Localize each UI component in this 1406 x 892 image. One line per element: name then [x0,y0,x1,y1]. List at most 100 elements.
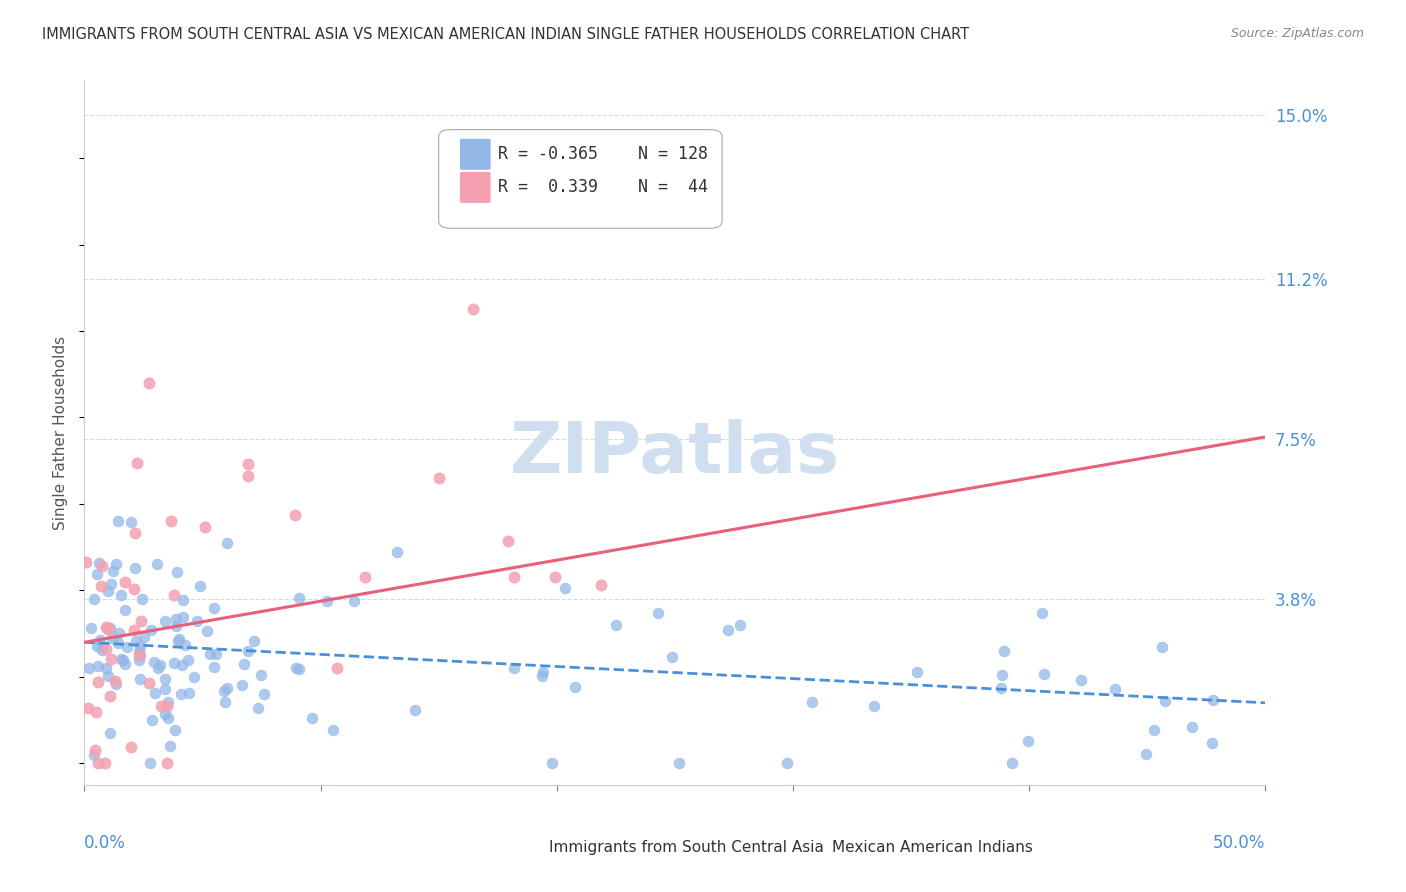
Point [463,302,485,317]
Point [114,603,136,617]
Point [301,711,323,725]
Point [205,647,228,661]
Point [1017,734,1039,748]
Y-axis label: Single Father Households: Single Father Households [53,335,69,530]
Point [183,670,205,684]
Point [134,630,156,644]
Point [122,624,145,638]
Point [153,707,176,722]
Point [156,699,179,714]
Text: Source: ZipAtlas.com: Source: ZipAtlas.com [1230,27,1364,40]
Point [83,748,105,763]
Point [503,570,526,584]
Point [142,656,165,670]
Point [503,661,526,675]
Point [232,657,254,672]
Point [1202,693,1225,707]
Point [253,688,276,702]
Point [138,676,160,690]
Text: IMMIGRANTS FROM SOUTH CENTRAL ASIA VS MEXICAN AMERICAN INDIAN SINGLE FATHER HOUS: IMMIGRANTS FROM SOUTH CENTRAL ASIA VS ME… [42,27,969,42]
Point [288,591,311,606]
Point [1135,747,1157,761]
Point [1143,723,1166,737]
Point [128,639,150,653]
Point [554,581,576,595]
Point [159,739,181,753]
Point [94,661,117,675]
Point [236,644,259,658]
Point [86,675,108,690]
Point [231,678,253,692]
Point [100,631,122,645]
Point [202,659,225,673]
Point [120,515,142,529]
Point [114,574,136,589]
Point [247,701,270,715]
Text: Mexican American Indians: Mexican American Indians [832,840,1033,855]
Text: 50.0%: 50.0% [1213,834,1265,852]
Point [160,514,183,528]
Point [427,471,450,485]
Point [544,570,567,584]
Point [128,648,150,662]
Point [993,643,1015,657]
Point [100,652,122,666]
Point [75,555,97,569]
Point [97,583,120,598]
Point [316,594,339,608]
Point [661,649,683,664]
Point [94,756,117,771]
Point [354,570,377,584]
Point [188,579,211,593]
Point [156,710,179,724]
Point [1031,606,1053,620]
Point [647,607,669,621]
Point [98,621,121,635]
FancyBboxPatch shape [810,830,827,849]
Point [564,680,586,694]
Point [496,533,519,548]
Point [177,686,200,700]
Point [172,593,194,607]
Point [149,657,172,672]
Point [243,633,266,648]
Point [165,612,187,626]
Point [114,657,136,672]
Point [110,588,132,602]
Point [87,556,110,570]
Point [212,684,235,698]
Point [131,614,153,628]
Point [77,661,100,675]
Point [204,600,226,615]
Point [91,643,114,657]
Point [87,756,110,771]
Point [90,559,112,574]
Point [125,456,148,470]
Point [530,668,553,682]
Point [153,672,176,686]
Point [186,615,208,629]
Point [100,576,122,591]
Point [107,635,129,649]
Point [176,653,198,667]
Text: R =  0.339    N =  44: R = 0.339 N = 44 [498,178,707,196]
Point [717,623,740,637]
Point [89,633,111,648]
Point [97,622,120,636]
Point [128,648,150,663]
Point [86,566,108,581]
Point [404,703,426,717]
Point [124,560,146,574]
Point [122,582,145,597]
Point [153,681,176,696]
Point [167,633,190,648]
Point [991,668,1014,682]
Point [86,639,108,653]
Point [863,698,886,713]
Point [170,658,193,673]
Point [668,756,690,771]
Point [77,701,100,715]
FancyBboxPatch shape [460,139,491,169]
Point [531,665,554,680]
Point [156,756,179,771]
